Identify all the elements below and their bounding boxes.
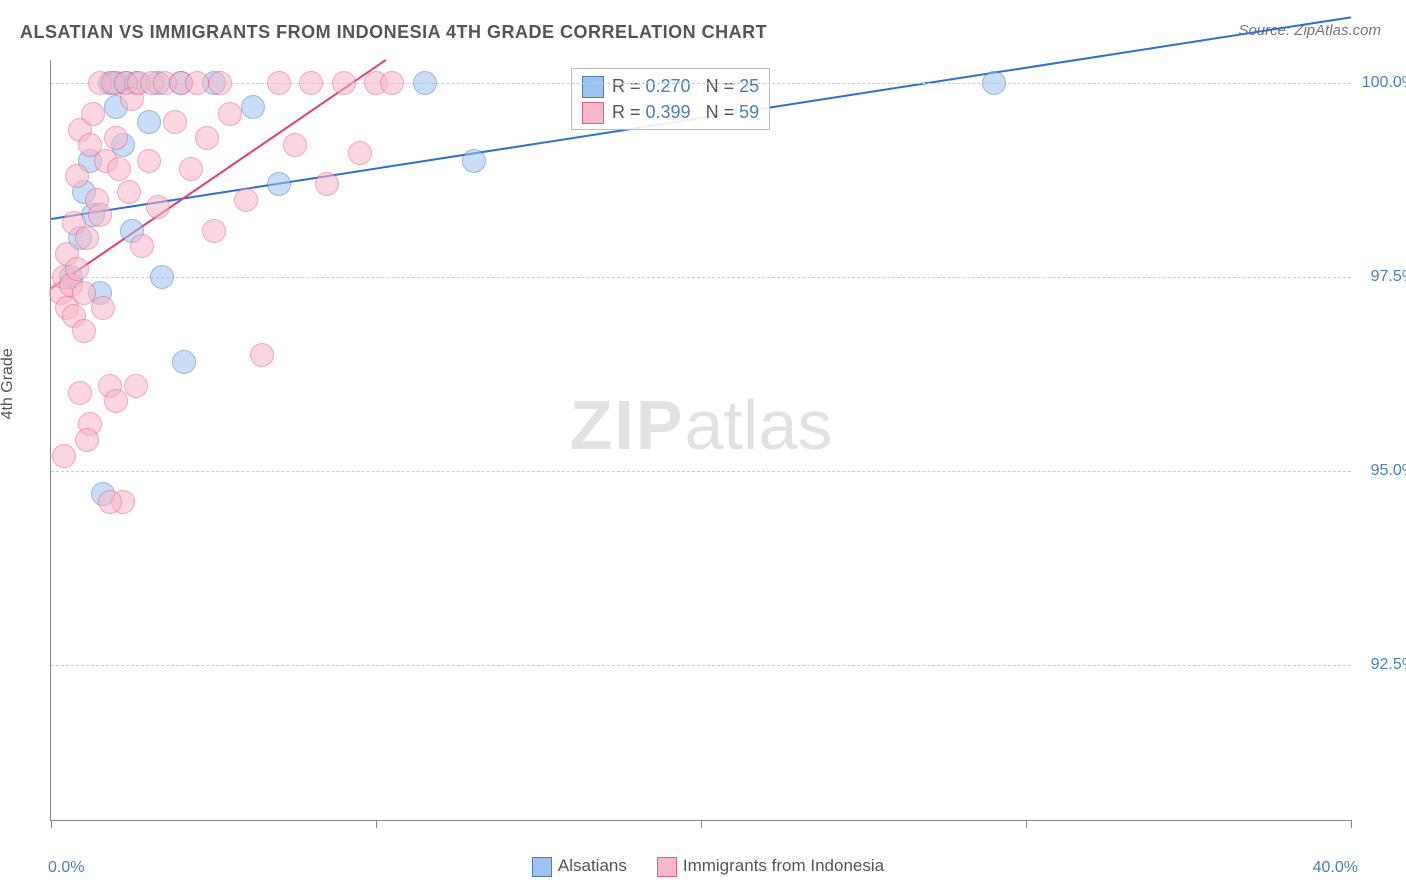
plot-area: ZIPatlas R = 0.270 N = 25R = 0.399 N = 5… <box>50 60 1351 821</box>
data-point <box>88 203 112 227</box>
y-tick-label: 95.0% <box>1371 462 1406 480</box>
gridline <box>51 83 1351 84</box>
data-point <box>137 149 161 173</box>
x-tick-mark <box>1026 820 1027 828</box>
chart-title: ALSATIAN VS IMMIGRANTS FROM INDONESIA 4T… <box>20 22 767 43</box>
legend-label: Immigrants from Indonesia <box>683 856 884 875</box>
data-point <box>267 172 291 196</box>
gridline <box>51 665 1351 666</box>
data-point <box>299 71 323 95</box>
data-point <box>104 126 128 150</box>
data-point <box>332 71 356 95</box>
data-point <box>185 71 209 95</box>
legend-swatch <box>532 857 552 877</box>
data-point <box>380 71 404 95</box>
data-point <box>179 157 203 181</box>
data-point <box>982 71 1006 95</box>
data-point <box>218 102 242 126</box>
data-point <box>172 350 196 374</box>
data-point <box>267 71 291 95</box>
data-point <box>65 164 89 188</box>
y-tick-label: 100.0% <box>1362 74 1406 92</box>
data-point <box>91 296 115 320</box>
data-point <box>65 257 89 281</box>
data-point <box>81 102 105 126</box>
data-point <box>163 110 187 134</box>
data-point <box>137 110 161 134</box>
legend-label: Alsatians <box>558 856 627 875</box>
gridline <box>51 471 1351 472</box>
data-point <box>241 95 265 119</box>
data-point <box>208 71 232 95</box>
data-point <box>68 381 92 405</box>
data-point <box>283 133 307 157</box>
data-point <box>462 149 486 173</box>
data-point <box>195 126 219 150</box>
data-point <box>146 195 170 219</box>
legend-bottom: Alsatians Immigrants from Indonesia <box>0 856 1406 877</box>
data-point <box>107 157 131 181</box>
data-point <box>348 141 372 165</box>
data-point <box>150 265 174 289</box>
data-point <box>130 234 154 258</box>
data-point <box>202 219 226 243</box>
data-point <box>315 172 339 196</box>
chart-container: ALSATIAN VS IMMIGRANTS FROM INDONESIA 4T… <box>0 0 1406 892</box>
data-point <box>234 188 258 212</box>
legend-stats-box: R = 0.270 N = 25R = 0.399 N = 59 <box>571 68 770 130</box>
y-axis-label: 4th Grade <box>0 348 17 419</box>
data-point <box>413 71 437 95</box>
y-tick-label: 92.5% <box>1371 656 1406 674</box>
trend-lines-layer <box>51 60 1351 820</box>
data-point <box>117 180 141 204</box>
legend-stat-row: R = 0.270 N = 25 <box>582 73 759 99</box>
data-point <box>52 444 76 468</box>
data-point <box>72 319 96 343</box>
legend-swatch <box>657 857 677 877</box>
y-tick-label: 97.5% <box>1371 268 1406 286</box>
data-point <box>250 343 274 367</box>
data-point <box>124 374 148 398</box>
legend-stat-row: R = 0.399 N = 59 <box>582 99 759 125</box>
x-tick-mark <box>51 820 52 828</box>
data-point <box>75 226 99 250</box>
gridline <box>51 277 1351 278</box>
data-point <box>98 490 122 514</box>
data-point <box>104 389 128 413</box>
data-point <box>75 428 99 452</box>
x-tick-mark <box>376 820 377 828</box>
x-tick-mark <box>701 820 702 828</box>
x-tick-mark <box>1351 820 1352 828</box>
